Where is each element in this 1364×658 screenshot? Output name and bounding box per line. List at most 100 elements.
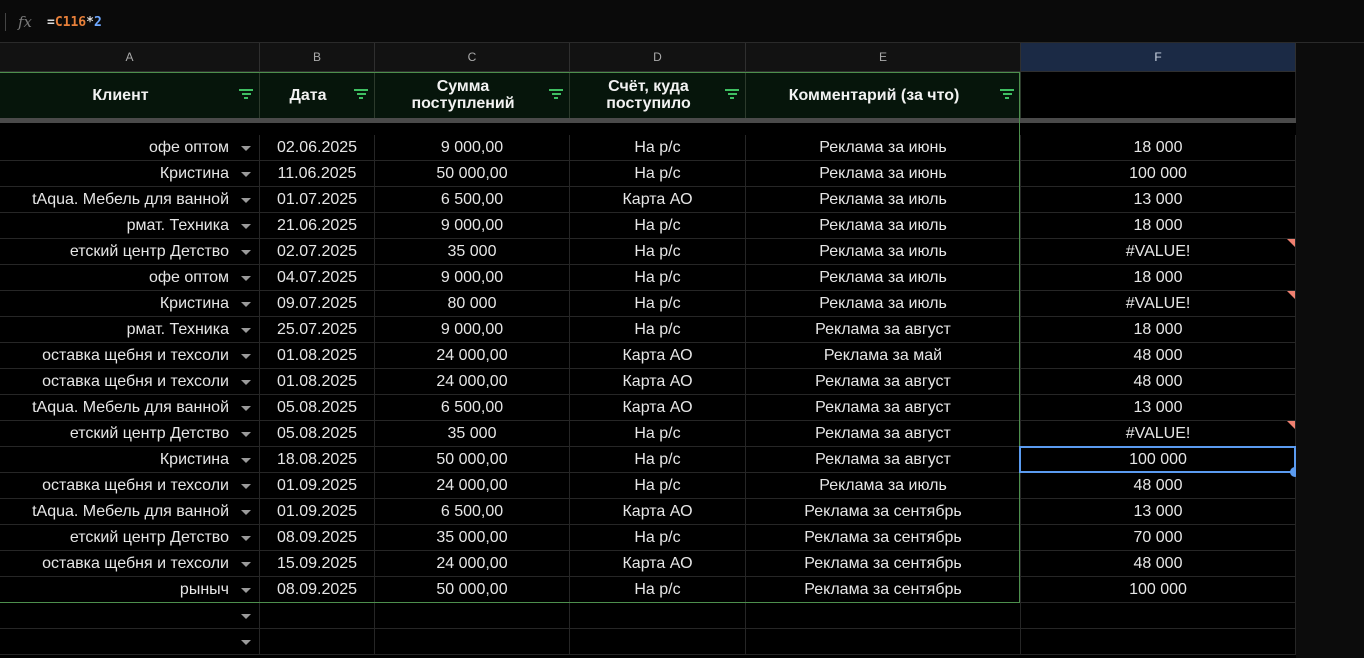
cell-account[interactable]: Карта АО — [570, 551, 746, 577]
cell-date[interactable] — [260, 629, 375, 655]
cell-f[interactable]: 13 000 — [1021, 499, 1296, 525]
cell-client[interactable]: tAqua. Мебель для ванной — [0, 395, 260, 421]
filter-icon[interactable] — [354, 89, 368, 101]
cell-client[interactable]: етский центр Детство — [0, 525, 260, 551]
dropdown-arrow-icon[interactable] — [241, 640, 251, 645]
cell-f[interactable]: #VALUE! — [1021, 291, 1296, 317]
cell-sum[interactable]: 9 000,00 — [375, 135, 570, 161]
cell-date[interactable]: 09.07.2025 — [260, 291, 375, 317]
cell-sum[interactable] — [375, 603, 570, 629]
cell-comment[interactable]: Реклама за июль — [746, 291, 1021, 317]
cell-client[interactable]: офе оптом — [0, 135, 260, 161]
cell-sum[interactable]: 50 000,00 — [375, 161, 570, 187]
cell-sum[interactable]: 24 000,00 — [375, 343, 570, 369]
cell-sum[interactable]: 9 000,00 — [375, 213, 570, 239]
cell-client[interactable]: оставка щебня и техсоли — [0, 551, 260, 577]
dropdown-arrow-icon[interactable] — [241, 250, 251, 255]
cell-account[interactable]: Карта АО — [570, 499, 746, 525]
filter-icon[interactable] — [239, 89, 253, 101]
header-date[interactable]: Дата — [260, 72, 375, 118]
dropdown-arrow-icon[interactable] — [241, 198, 251, 203]
cell-date[interactable] — [260, 603, 375, 629]
cell-date[interactable]: 01.07.2025 — [260, 187, 375, 213]
cell-comment[interactable]: Реклама за сентябрь — [746, 551, 1021, 577]
cell-f[interactable]: 100 000 — [1021, 577, 1296, 603]
cell-account[interactable] — [570, 629, 746, 655]
cell-sum[interactable]: 24 000,00 — [375, 551, 570, 577]
cell-comment[interactable] — [746, 603, 1021, 629]
cell-account[interactable] — [570, 603, 746, 629]
cell-client[interactable]: Кристина — [0, 447, 260, 473]
cell-date[interactable]: 08.09.2025 — [260, 577, 375, 603]
cell-f[interactable]: 48 000 — [1021, 343, 1296, 369]
cell-comment[interactable]: Реклама за июнь — [746, 135, 1021, 161]
cell-account[interactable]: На р/с — [570, 265, 746, 291]
cell-account[interactable]: На р/с — [570, 239, 746, 265]
header-sum[interactable]: Сумма поступлений — [375, 72, 570, 118]
cell-date[interactable]: 01.09.2025 — [260, 473, 375, 499]
cell-f[interactable]: 70 000 — [1021, 525, 1296, 551]
frozen-row-divider[interactable] — [0, 118, 1296, 123]
cell-sum[interactable]: 80 000 — [375, 291, 570, 317]
column-header-a[interactable]: A — [0, 43, 260, 72]
cell-account[interactable]: На р/с — [570, 161, 746, 187]
cell-sum[interactable]: 24 000,00 — [375, 473, 570, 499]
cell-client[interactable]: етский центр Детство — [0, 239, 260, 265]
cell-f[interactable]: 13 000 — [1021, 395, 1296, 421]
dropdown-arrow-icon[interactable] — [241, 380, 251, 385]
cell-comment[interactable]: Реклама за июль — [746, 187, 1021, 213]
cell-f[interactable]: 48 000 — [1021, 473, 1296, 499]
cell-client[interactable]: рмат. Техника — [0, 213, 260, 239]
filter-icon[interactable] — [725, 89, 739, 101]
cell-client[interactable] — [0, 629, 260, 655]
cell-comment[interactable]: Реклама за август — [746, 421, 1021, 447]
filter-icon[interactable] — [1000, 89, 1014, 101]
dropdown-arrow-icon[interactable] — [241, 354, 251, 359]
cell-client[interactable]: tAqua. Мебель для ванной — [0, 187, 260, 213]
header-account[interactable]: Счёт, куда поступило — [570, 72, 746, 118]
cell-comment[interactable]: Реклама за июль — [746, 239, 1021, 265]
cell-client[interactable]: оставка щебня и техсоли — [0, 343, 260, 369]
cell-f[interactable]: 13 000 — [1021, 187, 1296, 213]
dropdown-arrow-icon[interactable] — [241, 614, 251, 619]
dropdown-arrow-icon[interactable] — [241, 328, 251, 333]
cell-f[interactable]: 18 000 — [1021, 265, 1296, 291]
cell-f[interactable]: 18 000 — [1021, 317, 1296, 343]
cell-account[interactable]: На р/с — [570, 213, 746, 239]
cell-client[interactable]: оставка щебня и техсоли — [0, 369, 260, 395]
cell-account[interactable]: Карта АО — [570, 395, 746, 421]
filter-icon[interactable] — [549, 89, 563, 101]
cell-comment[interactable]: Реклама за август — [746, 395, 1021, 421]
cell-f[interactable]: 18 000 — [1021, 213, 1296, 239]
dropdown-arrow-icon[interactable] — [241, 458, 251, 463]
cell-sum[interactable]: 35 000 — [375, 421, 570, 447]
cell-account[interactable]: Карта АО — [570, 369, 746, 395]
cell-account[interactable]: Карта АО — [570, 343, 746, 369]
cell-account[interactable]: На р/с — [570, 447, 746, 473]
dropdown-arrow-icon[interactable] — [241, 432, 251, 437]
header-comment[interactable]: Комментарий (за что) — [746, 72, 1021, 118]
cell-comment[interactable]: Реклама за июль — [746, 265, 1021, 291]
error-indicator-icon[interactable] — [1287, 239, 1295, 247]
dropdown-arrow-icon[interactable] — [241, 406, 251, 411]
cell-sum[interactable]: 50 000,00 — [375, 577, 570, 603]
cell-account[interactable]: На р/с — [570, 291, 746, 317]
error-indicator-icon[interactable] — [1287, 291, 1295, 299]
dropdown-arrow-icon[interactable] — [241, 536, 251, 541]
cell-sum[interactable]: 50 000,00 — [375, 447, 570, 473]
dropdown-arrow-icon[interactable] — [241, 484, 251, 489]
cell-f[interactable] — [1021, 603, 1296, 629]
cell-date[interactable]: 01.08.2025 — [260, 369, 375, 395]
cell-f[interactable]: 100 000 — [1021, 161, 1296, 187]
cell-sum[interactable]: 9 000,00 — [375, 317, 570, 343]
cell-date[interactable]: 05.08.2025 — [260, 421, 375, 447]
dropdown-arrow-icon[interactable] — [241, 562, 251, 567]
cell-sum[interactable]: 35 000 — [375, 239, 570, 265]
cell-comment[interactable]: Реклама за август — [746, 447, 1021, 473]
cell-date[interactable]: 01.08.2025 — [260, 343, 375, 369]
cell-sum[interactable]: 24 000,00 — [375, 369, 570, 395]
cell-date[interactable]: 04.07.2025 — [260, 265, 375, 291]
cell-date[interactable]: 18.08.2025 — [260, 447, 375, 473]
cell-client[interactable]: рыныч — [0, 577, 260, 603]
fill-handle[interactable] — [1290, 467, 1300, 477]
